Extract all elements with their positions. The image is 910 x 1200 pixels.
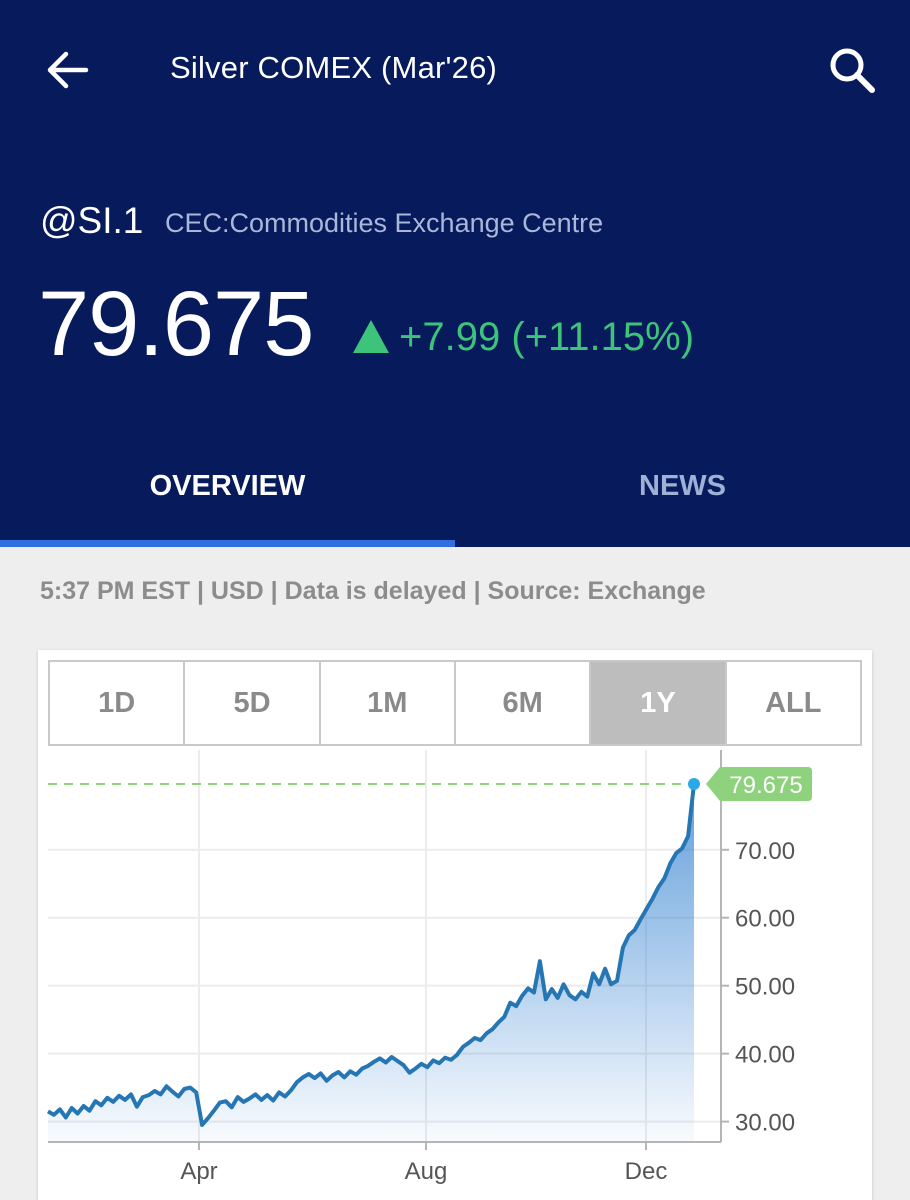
price-change: +7.99 (+11.15%) <box>399 315 695 359</box>
exchange-name: CEC:Commodities Exchange Centre <box>165 208 604 238</box>
app-header: Silver COMEX (Mar'26) @SI.1 CEC:Commodit… <box>0 0 910 547</box>
chart-area-fill <box>48 784 694 1142</box>
chart-series-line <box>47 783 696 1127</box>
last-price-callout-label: 79.675 <box>729 772 802 799</box>
time-range-selector: 1D 5D 1M 6M 1Y ALL <box>48 660 862 746</box>
search-button[interactable] <box>822 40 882 100</box>
ticker-symbol: @SI.1 <box>40 200 144 241</box>
range-button-1d[interactable]: 1D <box>50 662 186 744</box>
range-button-1m[interactable]: 1M <box>320 662 456 744</box>
page-title: Silver COMEX (Mar'26) <box>170 50 498 85</box>
x-tick-label: Dec <box>625 1158 668 1185</box>
data-status-line: 5:37 PM EST | USD | Data is delayed | So… <box>40 577 706 605</box>
active-tab-indicator <box>0 540 455 547</box>
y-tick-label: 30.00 <box>735 1110 795 1137</box>
y-tick-label: 50.00 <box>735 974 795 1001</box>
last-price-callout <box>706 767 812 802</box>
y-tick-label: 70.00 <box>735 838 795 865</box>
arrow-left-icon <box>47 51 89 89</box>
range-button-6m[interactable]: 6M <box>455 662 592 744</box>
x-tick-label: Aug <box>405 1158 448 1185</box>
price-chart[interactable]: 30.00 40.00 50.00 60.00 70.00 Apr Aug Dec 79.675 <box>38 750 872 1200</box>
magnifier-icon <box>830 48 875 93</box>
range-button-1y[interactable]: 1Y <box>591 662 727 744</box>
range-button-all[interactable]: ALL <box>726 662 860 744</box>
range-button-5d[interactable]: 5D <box>185 662 321 744</box>
x-tick-label: Apr <box>180 1158 217 1185</box>
last-price: 79.675 <box>38 273 314 375</box>
tab-news[interactable]: NEWS <box>639 470 726 502</box>
back-button[interactable] <box>40 42 96 98</box>
tab-overview[interactable]: OVERVIEW <box>149 470 306 502</box>
up-arrow-icon <box>353 320 389 353</box>
y-tick-label: 60.00 <box>735 906 795 933</box>
y-tick-label: 40.00 <box>735 1042 795 1069</box>
last-price-marker <box>688 778 700 791</box>
